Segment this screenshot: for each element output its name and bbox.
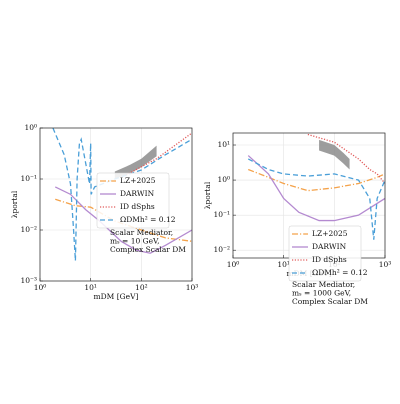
y-tick-label: 10⁻² [213, 245, 230, 254]
series-line [125, 132, 192, 176]
legend-label: ID dSphs [312, 255, 347, 264]
legend-box [288, 225, 362, 282]
shaded-region [114, 145, 157, 179]
x-tick-label: 10³ [379, 260, 392, 269]
legend-box [96, 172, 170, 229]
x-tick-label: 10⁰ [34, 283, 47, 292]
annotation: mₛ = 10 GeV, [110, 237, 160, 246]
x-tick-label: 10² [135, 283, 148, 292]
y-axis-label: λportal [203, 181, 212, 209]
series-line [54, 186, 192, 254]
legend-label: LZ+2025 [120, 176, 156, 185]
annotation: Complex Scalar DM [110, 245, 186, 254]
annotation: Scalar Mediator, [110, 228, 173, 237]
y-tick-label: 10⁰ [24, 123, 37, 132]
legend-label: DARWIN [120, 189, 155, 198]
axes-frame [39, 127, 193, 282]
y-tick-label: 10⁻¹ [213, 210, 230, 219]
x-axis-label: mDM [GeV] [94, 292, 139, 301]
annotation: mₛ = 1000 GeV, [292, 289, 351, 298]
y-tick-label: 10⁻³ [20, 276, 37, 285]
y-tick-label: 10¹ [217, 140, 230, 149]
shaded-region [319, 139, 350, 170]
annotation: Scalar Mediator, [292, 280, 355, 289]
x-tick-label: 10³ [186, 283, 199, 292]
y-tick-label: 10⁰ [217, 175, 230, 184]
y-tick-label: 10⁻¹ [20, 174, 37, 183]
annotation: Complex Scalar DM [292, 297, 368, 306]
x-tick-label: 10⁰ [227, 260, 240, 269]
plot-area [247, 133, 385, 240]
x-tick-label: 10¹ [84, 283, 97, 292]
y-tick-label: 10⁻² [20, 225, 37, 234]
y-axis-label: λportal [10, 190, 19, 218]
legend-label: ID dSphs [120, 202, 155, 211]
legend-label: DARWIN [312, 242, 347, 251]
series-line [247, 155, 385, 222]
legend-label: ΩDMh² = 0.12 [120, 215, 176, 224]
legend-label: ΩDMh² = 0.12 [312, 268, 368, 277]
series-line [307, 133, 385, 184]
legend-label: LZ+2025 [312, 229, 348, 238]
x-tick-label: 10¹ [277, 260, 290, 269]
